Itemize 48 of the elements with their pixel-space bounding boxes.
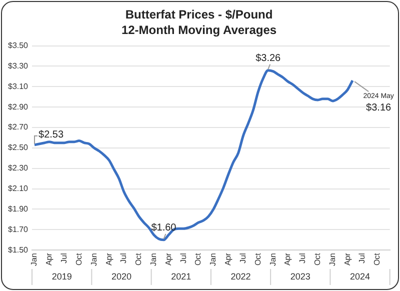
x-tick-label: Jul (238, 252, 248, 264)
x-tick-label: Apr (283, 252, 292, 266)
y-tick-label: $2.50 (8, 143, 29, 152)
text: 2024 (350, 271, 370, 282)
x-tick-label: Jan (148, 253, 158, 266)
x-tick-label: Apr (224, 252, 233, 266)
y-tick-label: $3.30 (8, 61, 29, 70)
x-tick-label: Jul (358, 252, 367, 264)
data-label: $3.16 (366, 102, 392, 114)
y-tick-label: $2.10 (8, 184, 29, 194)
text: 2019 (52, 271, 72, 282)
y-tick-label: $1.50 (8, 245, 29, 254)
text: 2022 (230, 271, 251, 282)
x-tick-label: Oct (253, 252, 262, 266)
x-tick-label: Jan (89, 253, 98, 266)
y-tick-label: $3.10 (8, 82, 29, 91)
text: 2023 (290, 271, 310, 282)
y-tick-label: $2.30 (8, 164, 29, 173)
x-tick-label: Jan (268, 253, 278, 266)
data-label: $1.60 (151, 222, 177, 234)
x-tick-label: Oct (194, 252, 203, 266)
x-tick-label: Apr (44, 252, 54, 266)
data-label: $2.53 (38, 130, 64, 141)
x-tick-label: Jul (178, 252, 188, 264)
x-tick-label: Oct (134, 252, 144, 266)
y-tick-label: $3.50 (8, 41, 29, 50)
text: 2021 (171, 271, 192, 282)
chart-title: Butterfat Prices - $/Pound (125, 8, 273, 22)
text: 2020 (111, 271, 132, 282)
x-tick-label: Jul (60, 252, 69, 264)
x-tick-label: Jan (208, 253, 218, 266)
line-series (33, 69, 354, 242)
x-tick-label: Jul (298, 252, 308, 264)
y-tick-label: $2.70 (8, 122, 29, 132)
chart-subtitle: 12-Month Moving Averages (121, 22, 277, 37)
data-label: $3.26 (256, 53, 282, 64)
x-tick-label: Oct (312, 252, 322, 266)
y-tick-label: $1.90 (8, 204, 29, 214)
x-tick-label: Jan (30, 253, 39, 266)
x-tick-label: Apr (104, 252, 114, 266)
y-tick-label: $2.90 (8, 102, 29, 112)
x-tick-label: Jan (328, 253, 337, 266)
x-tick-label: Jul (119, 252, 128, 264)
x-tick-label: Apr (164, 252, 173, 266)
x-tick-label: Oct (74, 252, 84, 266)
y-tick-label: $1.70 (8, 224, 29, 234)
x-tick-label: Oct (372, 252, 382, 266)
x-tick-label: Apr (342, 252, 352, 266)
